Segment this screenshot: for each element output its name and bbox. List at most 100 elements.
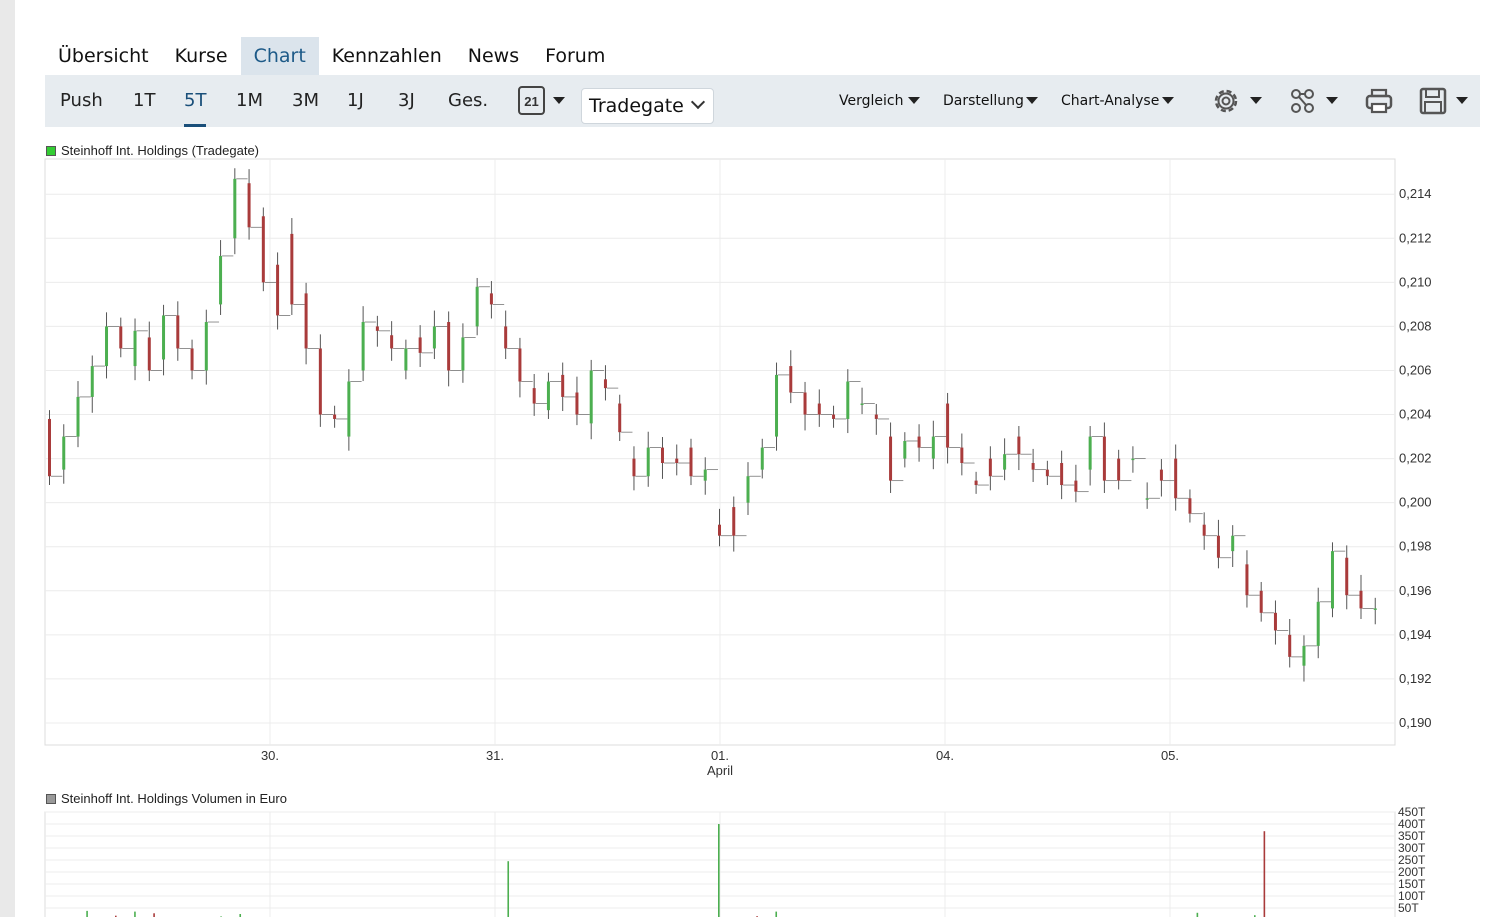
volume-bar [134,911,136,917]
candle [760,438,776,479]
candle [390,321,405,361]
calendar-dropdown-icon[interactable] [553,97,565,104]
settings-icon[interactable] [1210,85,1242,117]
price-y-tick-label: 0,190 [1399,715,1432,730]
vergleich-menu[interactable]: Vergleich [839,75,903,127]
volume-bar [115,915,117,917]
candle [1216,519,1232,569]
candle [846,369,861,434]
candle [575,376,590,426]
candle [475,277,490,336]
tab-uebersicht[interactable]: Übersicht [58,45,149,67]
legend-swatch-price [46,146,56,156]
candle [1174,444,1189,511]
volume-y-tick-label: 100T [1398,889,1426,903]
candle [618,394,633,441]
range-ges[interactable]: Ges. [448,90,489,111]
page: Übersicht Kurse Chart Kennzahlen News Fo… [15,0,1512,917]
print-icon[interactable] [1363,85,1395,117]
candle [703,457,718,495]
range-1j[interactable]: 1J [347,90,364,111]
candle [1359,574,1374,619]
candle [1302,635,1317,682]
candle [290,218,305,315]
candle [461,323,476,383]
price-y-tick-label: 0,194 [1399,627,1432,642]
candle [889,422,904,493]
tab-kurse[interactable]: Kurse [174,45,228,67]
volume-bar [153,913,155,917]
volume-y-tick-label: 250T [1398,853,1426,867]
indicators-dropdown-icon[interactable] [1326,97,1338,104]
settings-dropdown-icon[interactable] [1250,97,1262,104]
darstellung-label: Darstellung [943,93,1024,109]
indicators-icon[interactable] [1287,85,1319,117]
candle [1202,512,1217,550]
candle [917,424,932,462]
tab-kennzahlen[interactable]: Kennzahlen [331,45,442,67]
tab-forum[interactable]: Forum [545,45,606,67]
candle [1288,618,1303,668]
candle [646,431,661,487]
candle [546,372,562,419]
price-x-tick-label: 05. [1161,748,1179,763]
price-chart[interactable]: 0,190 0,192 0,194 0,196 0,198 0,200 0,202 0,204… [15,155,1475,785]
candle [1131,446,1146,473]
candle [1316,587,1331,659]
price-x-tick-label: 04. [936,748,954,763]
candle [775,362,790,451]
tab-news[interactable]: News [467,45,520,67]
candle [62,424,77,484]
save-dropdown-icon[interactable] [1456,97,1468,104]
volume-legend-label: Steinhoff Int. Holdings Volumen in Euro [61,791,287,806]
candle [190,339,205,380]
candle [589,359,604,440]
range-5t[interactable]: 5T [184,75,207,127]
candle [204,309,220,385]
save-icon[interactable] [1417,85,1449,117]
tab-chart[interactable]: Chart [240,37,319,83]
candle [219,240,234,315]
candle [247,169,262,240]
candle [1345,545,1360,610]
candle [1373,597,1377,625]
candle [931,420,947,470]
candle [233,168,248,255]
candle [489,281,505,319]
candle [347,369,362,451]
darstellung-menu[interactable]: Darstellung [943,75,1024,127]
price-legend-label: Steinhoff Int. Holdings (Tradegate) [61,143,260,158]
price-y-tick-label: 0,214 [1399,186,1432,201]
price-y-tick-label: 0,192 [1399,671,1432,686]
price-x-tick-label: 01. [711,748,729,763]
range-3m[interactable]: 3M [292,90,319,111]
range-1t[interactable]: 1T [133,90,156,111]
candle [48,410,63,486]
candle [1145,482,1160,509]
candle [1117,449,1132,490]
candle [304,282,319,365]
calendar-icon[interactable]: 21 [518,86,545,115]
candle [261,207,277,292]
candle [518,337,533,398]
candle [276,252,291,330]
candle [718,508,733,547]
price-y-tick-label: 0,198 [1399,539,1432,554]
range-3j[interactable]: 3J [398,90,415,111]
range-push[interactable]: Push [60,90,103,111]
candle [404,339,419,380]
volume-bar [86,910,88,917]
candle [1017,426,1032,471]
price-y-tick-label: 0,212 [1399,230,1432,245]
volume-y-tick-label: 300T [1398,841,1426,855]
volume-bar [1254,915,1256,917]
range-1m[interactable]: 1M [236,90,263,111]
candle [1159,459,1175,497]
candle [1231,525,1246,567]
price-y-tick-label: 0,206 [1399,362,1432,377]
candle [817,389,833,427]
exchange-select[interactable]: Tradegate [581,88,714,124]
candle [803,381,818,431]
chart-analyse-menu[interactable]: Chart-Analyse [1061,75,1159,127]
